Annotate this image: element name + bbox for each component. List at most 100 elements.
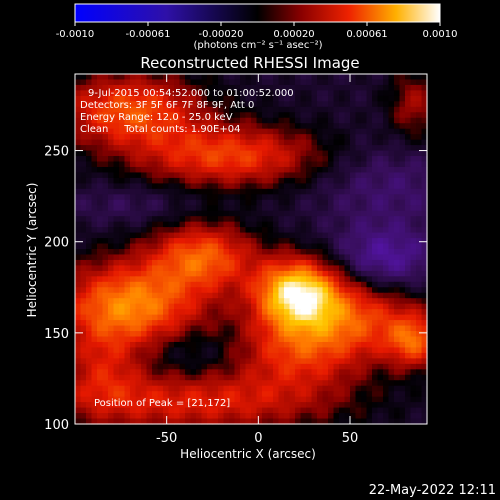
heatmap-cell [322, 352, 329, 359]
heatmap-cell [141, 292, 148, 299]
heatmap-cell [196, 183, 203, 190]
heatmap-cell [377, 374, 384, 381]
heatmap-cell [119, 254, 126, 261]
heatmap-cell [124, 128, 131, 135]
heatmap-cell [75, 369, 82, 376]
heatmap-cell [300, 205, 307, 212]
heatmap-cell [267, 276, 274, 283]
heatmap-cell [119, 216, 126, 223]
heatmap-cell [218, 281, 225, 288]
heatmap-cell [311, 352, 318, 359]
heatmap-cell [344, 128, 351, 135]
heatmap-cell [416, 303, 423, 310]
heatmap-cell [372, 79, 379, 86]
heatmap-cell [201, 320, 208, 327]
heatmap-cell [185, 287, 192, 294]
heatmap-cell [86, 156, 93, 163]
heatmap-cell [421, 156, 428, 163]
heatmap-cell [135, 385, 142, 392]
heatmap-cell [86, 112, 93, 119]
heatmap-cell [207, 112, 214, 119]
heatmap-cell [421, 84, 428, 92]
heatmap-cell [262, 391, 269, 398]
heatmap-cell [163, 265, 170, 272]
heatmap-cell [355, 331, 362, 338]
heatmap-cell [262, 205, 269, 212]
heatmap-cell [388, 303, 395, 310]
heatmap-cell [229, 128, 236, 135]
heatmap-cell [284, 413, 291, 420]
heatmap-cell [157, 139, 164, 146]
heatmap-cell [130, 325, 137, 332]
heatmap-cell [399, 259, 406, 267]
heatmap-cell [207, 402, 214, 409]
heatmap-cell [388, 199, 395, 206]
heatmap-cell [344, 309, 351, 316]
heatmap-cell [267, 156, 274, 163]
heatmap-cell [273, 243, 280, 250]
heatmap-cell [295, 369, 302, 376]
heatmap-cell [399, 84, 406, 92]
heatmap-cell [124, 84, 131, 92]
heatmap-cell [416, 227, 423, 234]
heatmap-cell [163, 150, 170, 157]
heatmap-cell [388, 117, 395, 124]
heatmap-cell [97, 134, 104, 141]
heatmap-cell [119, 418, 126, 425]
heatmap-cell [273, 380, 280, 387]
heatmap-cell [361, 74, 368, 81]
heatmap-cell [185, 396, 192, 403]
heatmap-cell [185, 331, 192, 338]
heatmap-cell [416, 161, 423, 168]
heatmap-cell [350, 303, 357, 310]
heatmap-cell [344, 336, 351, 343]
heatmap-cell [366, 238, 373, 245]
heatmap-cell [399, 139, 406, 146]
heatmap-cell [377, 276, 384, 283]
heatmap-cell [256, 161, 263, 168]
heatmap-cell [135, 303, 142, 310]
heatmap-cell [223, 106, 230, 113]
heatmap-cell [234, 369, 241, 376]
heatmap-cell [102, 249, 109, 256]
heatmap-cell [102, 84, 109, 92]
heatmap-cell [108, 418, 115, 425]
heatmap-cell [289, 194, 296, 201]
heatmap-cell [174, 221, 181, 228]
heatmap-cell [86, 265, 93, 272]
heatmap-cell [399, 331, 406, 338]
heatmap-cell [196, 101, 203, 108]
heatmap-cell [179, 117, 186, 124]
heatmap-cell [218, 309, 225, 316]
heatmap-cell [97, 145, 104, 152]
heatmap-cell [350, 391, 357, 398]
heatmap-cell [344, 396, 351, 403]
heatmap-cell [141, 238, 148, 245]
heatmap-cell [339, 391, 346, 398]
heatmap-cell [196, 117, 203, 124]
heatmap-cell [75, 79, 82, 86]
heatmap-cell [366, 298, 373, 305]
heatmap-cell [416, 281, 423, 288]
heatmap-cell [124, 276, 131, 283]
heatmap-cell [135, 309, 142, 316]
heatmap-cell [410, 134, 417, 141]
heatmap-cell [80, 216, 87, 223]
heatmap-cell [355, 128, 362, 135]
heatmap-cell [108, 183, 115, 190]
heatmap-cell [119, 396, 126, 403]
heatmap-cell [284, 101, 291, 108]
heatmap-cell [278, 309, 285, 316]
heatmap-cell [229, 265, 236, 272]
heatmap-cell [317, 199, 324, 206]
heatmap-cell [278, 95, 285, 102]
heatmap-cell [311, 139, 318, 146]
heatmap-cell [119, 402, 126, 409]
heatmap-cell [130, 216, 137, 223]
heatmap-cell [273, 249, 280, 256]
heatmap-cell [135, 216, 142, 223]
heatmap-cell [399, 298, 406, 305]
heatmap-cell [163, 188, 170, 195]
heatmap-cell [218, 210, 225, 217]
heatmap-cell [284, 205, 291, 212]
